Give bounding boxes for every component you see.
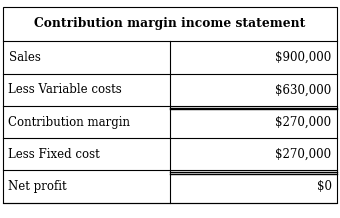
Text: $270,000: $270,000 — [275, 116, 332, 129]
Text: Net profit: Net profit — [8, 180, 67, 193]
Text: Less Fixed cost: Less Fixed cost — [8, 148, 100, 161]
Text: $270,000: $270,000 — [275, 148, 332, 161]
Text: $630,000: $630,000 — [275, 83, 332, 96]
Text: Sales: Sales — [8, 51, 40, 64]
Text: Contribution margin: Contribution margin — [8, 116, 131, 129]
Text: $0: $0 — [317, 180, 332, 193]
Text: $900,000: $900,000 — [275, 51, 332, 64]
Text: Less Variable costs: Less Variable costs — [8, 83, 122, 96]
Text: Contribution margin income statement: Contribution margin income statement — [34, 17, 306, 31]
